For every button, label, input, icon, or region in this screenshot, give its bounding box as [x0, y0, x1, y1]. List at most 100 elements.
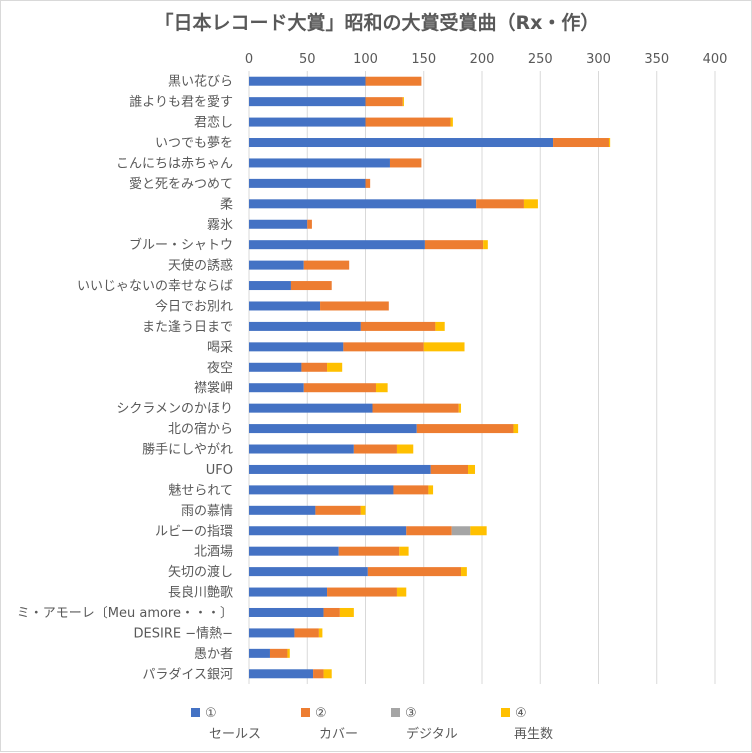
- bar-segment-series-2: [406, 526, 452, 536]
- bar-segment-series-2: [307, 219, 312, 229]
- bar-segment-series-2: [553, 138, 609, 148]
- bar-segment-series-2: [367, 567, 462, 577]
- bar-segment-series-1: [249, 199, 477, 209]
- bar-segment-series-2: [315, 505, 361, 515]
- bar-segment-series-4: [435, 321, 445, 331]
- bar-segment-series-1: [249, 587, 328, 597]
- y-tick-label: 襟裳岬: [194, 380, 233, 396]
- bar-segment-series-4: [323, 669, 332, 679]
- bar-segment-series-4: [396, 444, 414, 454]
- y-tick-label: 夜空: [207, 361, 233, 376]
- x-tick-label: 100: [353, 52, 378, 67]
- bar-segment-series-1: [249, 546, 339, 556]
- y-tick-label: UFO: [206, 463, 233, 478]
- bar-segment-series-4: [339, 607, 354, 617]
- bar-segment-series-1: [249, 76, 366, 86]
- bar-segment-series-1: [249, 301, 321, 311]
- legend-caption: デジタル: [406, 726, 458, 742]
- y-tick-label: 喝采: [207, 340, 233, 355]
- bar-segment-series-2: [365, 76, 422, 86]
- bar-segment-series-4: [483, 240, 488, 250]
- bar-segment-series-2: [338, 546, 400, 556]
- bar-segment-series-1: [249, 158, 390, 168]
- legend-caption: セールス: [209, 727, 261, 742]
- bar-segment-series-1: [249, 178, 366, 188]
- bar-segment-series-1: [249, 648, 270, 658]
- legend-entry: ①: [205, 706, 217, 721]
- legend-swatch: [501, 708, 510, 717]
- bar-segment-series-1: [249, 607, 324, 617]
- y-tick-label: 勝手にしやがれ: [142, 443, 233, 458]
- bar-segment-series-2: [303, 383, 376, 393]
- y-tick-label: 天使の誘惑: [168, 258, 233, 274]
- y-tick-label: いつでも夢を: [155, 136, 233, 151]
- bar-segment-series-2: [269, 648, 288, 658]
- bar-segment-series-2: [389, 158, 422, 168]
- bar-segment-series-4: [608, 138, 611, 148]
- x-tick-label: 400: [703, 52, 728, 67]
- bar-segment-series-1: [249, 444, 354, 454]
- bar-segment-series-4: [375, 383, 388, 393]
- bar-segment-series-4: [402, 97, 404, 107]
- bar-segment-series-1: [249, 628, 295, 638]
- y-tick-label: 愛と死をみつめて: [129, 177, 233, 192]
- y-tick-label: ブルー・シャトウ: [129, 237, 233, 253]
- bar-segment-series-2: [430, 464, 469, 474]
- y-tick-label: 君恋し: [194, 115, 233, 131]
- bar-segment-series-1: [249, 362, 302, 372]
- bar-segment-series-4: [360, 505, 366, 515]
- bar-segment-series-1: [249, 260, 304, 270]
- y-tick-label: 北の宿から: [168, 421, 233, 437]
- bar-segment-series-1: [249, 342, 344, 352]
- bar-segment-series-1: [249, 464, 431, 474]
- legend-caption: カバー: [319, 727, 358, 742]
- bar-segment-series-4: [396, 587, 407, 597]
- y-tick-label: 誰よりも君を愛す: [129, 94, 233, 110]
- legend-swatch: [301, 708, 310, 717]
- bar-segment-series-2: [320, 301, 389, 311]
- x-tick-label: 50: [299, 52, 316, 67]
- bar-segment-series-3: [451, 526, 471, 536]
- bar-segment-series-2: [393, 485, 429, 495]
- bar-segment-series-2: [416, 424, 514, 434]
- x-tick-label: 200: [470, 52, 495, 67]
- legend-swatch: [191, 708, 200, 717]
- bar-segment-series-1: [249, 403, 373, 413]
- bar-segment-series-4: [513, 424, 519, 434]
- bar-segment-series-1: [249, 505, 316, 515]
- bar-segment-series-1: [249, 117, 366, 127]
- bar-segment-series-2: [476, 199, 524, 209]
- chart-title: 「日本レコード大賞」昭和の大賞受賞曲（Rx・作）: [155, 11, 600, 34]
- bar-segment-series-2: [365, 97, 403, 107]
- y-tick-label: 魅せられて: [168, 483, 233, 498]
- bar-segment-series-4: [523, 199, 538, 209]
- x-tick-label: 0: [245, 52, 253, 67]
- bar-segment-series-2: [365, 117, 451, 127]
- y-tick-label: シクラメンのかほり: [116, 402, 233, 417]
- bar-segment-series-2: [301, 362, 328, 372]
- legend-entry: ④: [515, 706, 527, 721]
- bar-segment-series-1: [249, 219, 308, 229]
- bar-segment-series-1: [249, 567, 368, 577]
- bar-segment-series-4: [450, 117, 453, 127]
- y-tick-label: 雨の慕情: [181, 504, 233, 519]
- bar-segment-series-1: [249, 321, 361, 331]
- bar-segment-series-2: [360, 321, 436, 331]
- x-tick-label: 350: [644, 52, 669, 67]
- bar-segment-series-2: [327, 587, 397, 597]
- y-tick-label: こんにちは赤ちゃん: [116, 156, 233, 171]
- bar-segment-series-4: [470, 526, 487, 536]
- bar-segment-series-4: [327, 362, 343, 372]
- bar-segment-series-1: [249, 138, 554, 148]
- legend-entry: ②: [315, 706, 327, 721]
- y-tick-label: 黒い花びら: [168, 74, 233, 90]
- y-tick-label: DESIRE −情熱−: [134, 626, 233, 641]
- bar-segment-series-2: [372, 403, 459, 413]
- bar-segment-series-4: [423, 342, 465, 352]
- bar-segment-series-1: [249, 281, 291, 291]
- legend-swatch: [391, 708, 400, 717]
- x-tick-label: 250: [528, 52, 553, 67]
- y-tick-label: 霧氷: [207, 218, 233, 233]
- x-tick-label: 150: [411, 52, 436, 67]
